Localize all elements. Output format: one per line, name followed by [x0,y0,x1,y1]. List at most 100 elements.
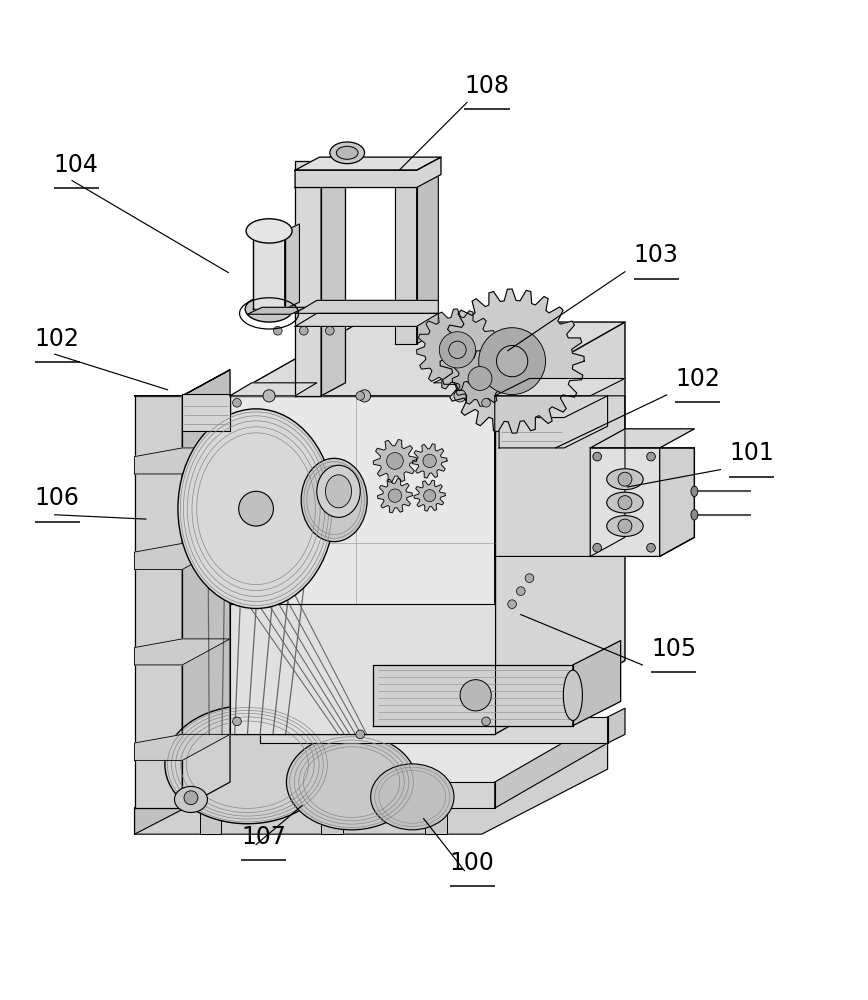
Circle shape [593,452,602,461]
Polygon shape [434,370,495,383]
Polygon shape [295,157,441,188]
Text: 101: 101 [729,441,774,465]
Circle shape [424,490,436,502]
Circle shape [525,574,534,582]
Circle shape [454,390,466,402]
Polygon shape [135,743,608,834]
Circle shape [356,730,365,739]
Polygon shape [230,396,495,734]
Polygon shape [253,231,285,309]
Polygon shape [135,370,230,396]
Circle shape [233,717,241,726]
Polygon shape [417,309,498,391]
Text: 102: 102 [35,327,80,351]
Polygon shape [230,782,495,808]
Circle shape [479,328,546,395]
Polygon shape [135,734,230,760]
Circle shape [618,496,632,510]
Circle shape [239,491,273,526]
Ellipse shape [317,465,360,517]
Polygon shape [417,159,438,344]
Text: 106: 106 [35,486,80,510]
Circle shape [508,600,516,608]
Polygon shape [135,743,260,834]
Circle shape [449,341,466,359]
Polygon shape [295,313,438,326]
Polygon shape [230,322,625,396]
Circle shape [388,489,402,502]
Polygon shape [260,717,608,743]
Ellipse shape [174,786,207,812]
Ellipse shape [607,469,643,490]
Polygon shape [295,300,438,313]
Text: 107: 107 [241,825,286,849]
Polygon shape [378,479,412,513]
Ellipse shape [165,706,330,824]
Ellipse shape [691,510,698,520]
Polygon shape [135,543,230,569]
Text: 105: 105 [651,637,696,661]
Polygon shape [660,448,694,556]
Circle shape [593,543,602,552]
Ellipse shape [691,486,698,497]
Polygon shape [608,708,625,743]
Polygon shape [425,808,447,834]
Circle shape [516,587,525,595]
Circle shape [647,543,655,552]
Ellipse shape [330,142,365,164]
Polygon shape [452,351,508,406]
Polygon shape [135,639,230,665]
Circle shape [263,390,275,402]
Polygon shape [295,161,321,396]
Polygon shape [135,743,608,808]
Polygon shape [135,396,182,808]
Circle shape [496,345,528,377]
Polygon shape [495,322,625,734]
Circle shape [482,398,490,407]
Polygon shape [182,394,230,431]
Polygon shape [247,307,306,314]
Text: 100: 100 [450,851,495,875]
Polygon shape [373,665,573,726]
Polygon shape [395,170,417,344]
Ellipse shape [337,146,358,159]
Polygon shape [440,289,584,433]
Polygon shape [495,717,608,808]
Text: 103: 103 [634,243,679,267]
Ellipse shape [247,219,292,243]
Circle shape [233,398,241,407]
Circle shape [423,454,437,468]
Circle shape [386,453,404,469]
Circle shape [618,519,632,533]
Ellipse shape [563,670,582,720]
Polygon shape [230,604,495,734]
Text: 104: 104 [54,153,99,177]
Polygon shape [182,370,230,808]
Ellipse shape [326,475,352,508]
Circle shape [468,367,492,390]
Polygon shape [200,808,221,834]
Ellipse shape [178,409,334,608]
Ellipse shape [607,492,643,513]
Ellipse shape [301,458,367,542]
Polygon shape [590,429,694,448]
Polygon shape [321,808,343,834]
Polygon shape [495,378,625,396]
Polygon shape [321,148,345,396]
Polygon shape [573,641,621,726]
Ellipse shape [286,734,417,830]
Ellipse shape [371,764,454,830]
Text: 108: 108 [464,74,510,98]
Polygon shape [499,396,608,448]
Polygon shape [295,157,441,170]
Circle shape [647,452,655,461]
Circle shape [618,472,632,486]
Polygon shape [135,448,230,474]
Circle shape [184,791,198,805]
Ellipse shape [245,296,293,322]
Polygon shape [412,444,447,478]
Polygon shape [590,448,694,556]
Circle shape [482,717,490,726]
Polygon shape [414,480,445,511]
Circle shape [358,390,371,402]
